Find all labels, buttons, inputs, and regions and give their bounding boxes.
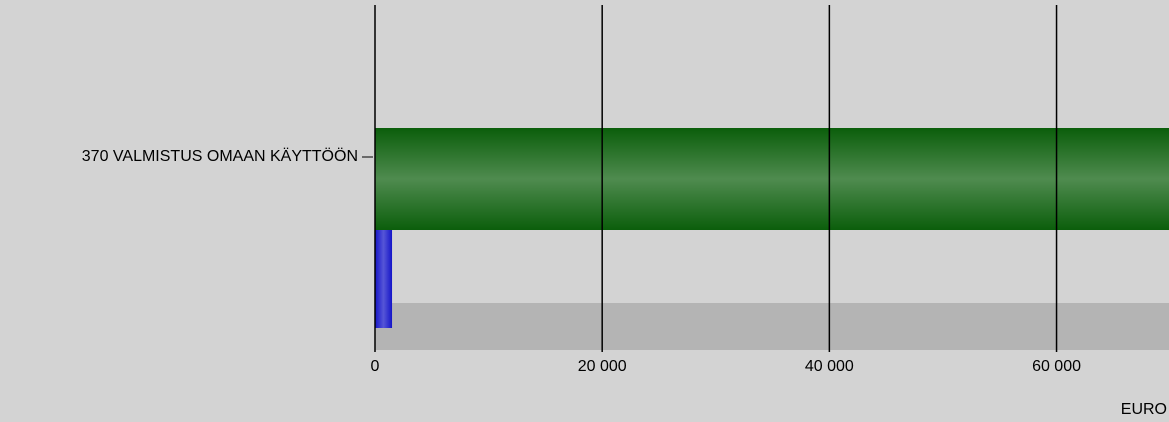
bar bbox=[375, 128, 1169, 230]
bar bbox=[375, 303, 1169, 350]
x-tick-label: 60 000 bbox=[1032, 358, 1081, 375]
x-tick-label: 20 000 bbox=[578, 358, 627, 375]
plot bbox=[375, 128, 1169, 350]
x-tick-label: 40 000 bbox=[805, 358, 854, 375]
bar bbox=[375, 230, 393, 328]
y-tick-label: 370 VALMISTUS OMAAN KÄYTTÖÖN bbox=[82, 147, 358, 165]
x-axis-label: EURO bbox=[1121, 401, 1167, 418]
x-tick-label: 0 bbox=[371, 358, 380, 375]
